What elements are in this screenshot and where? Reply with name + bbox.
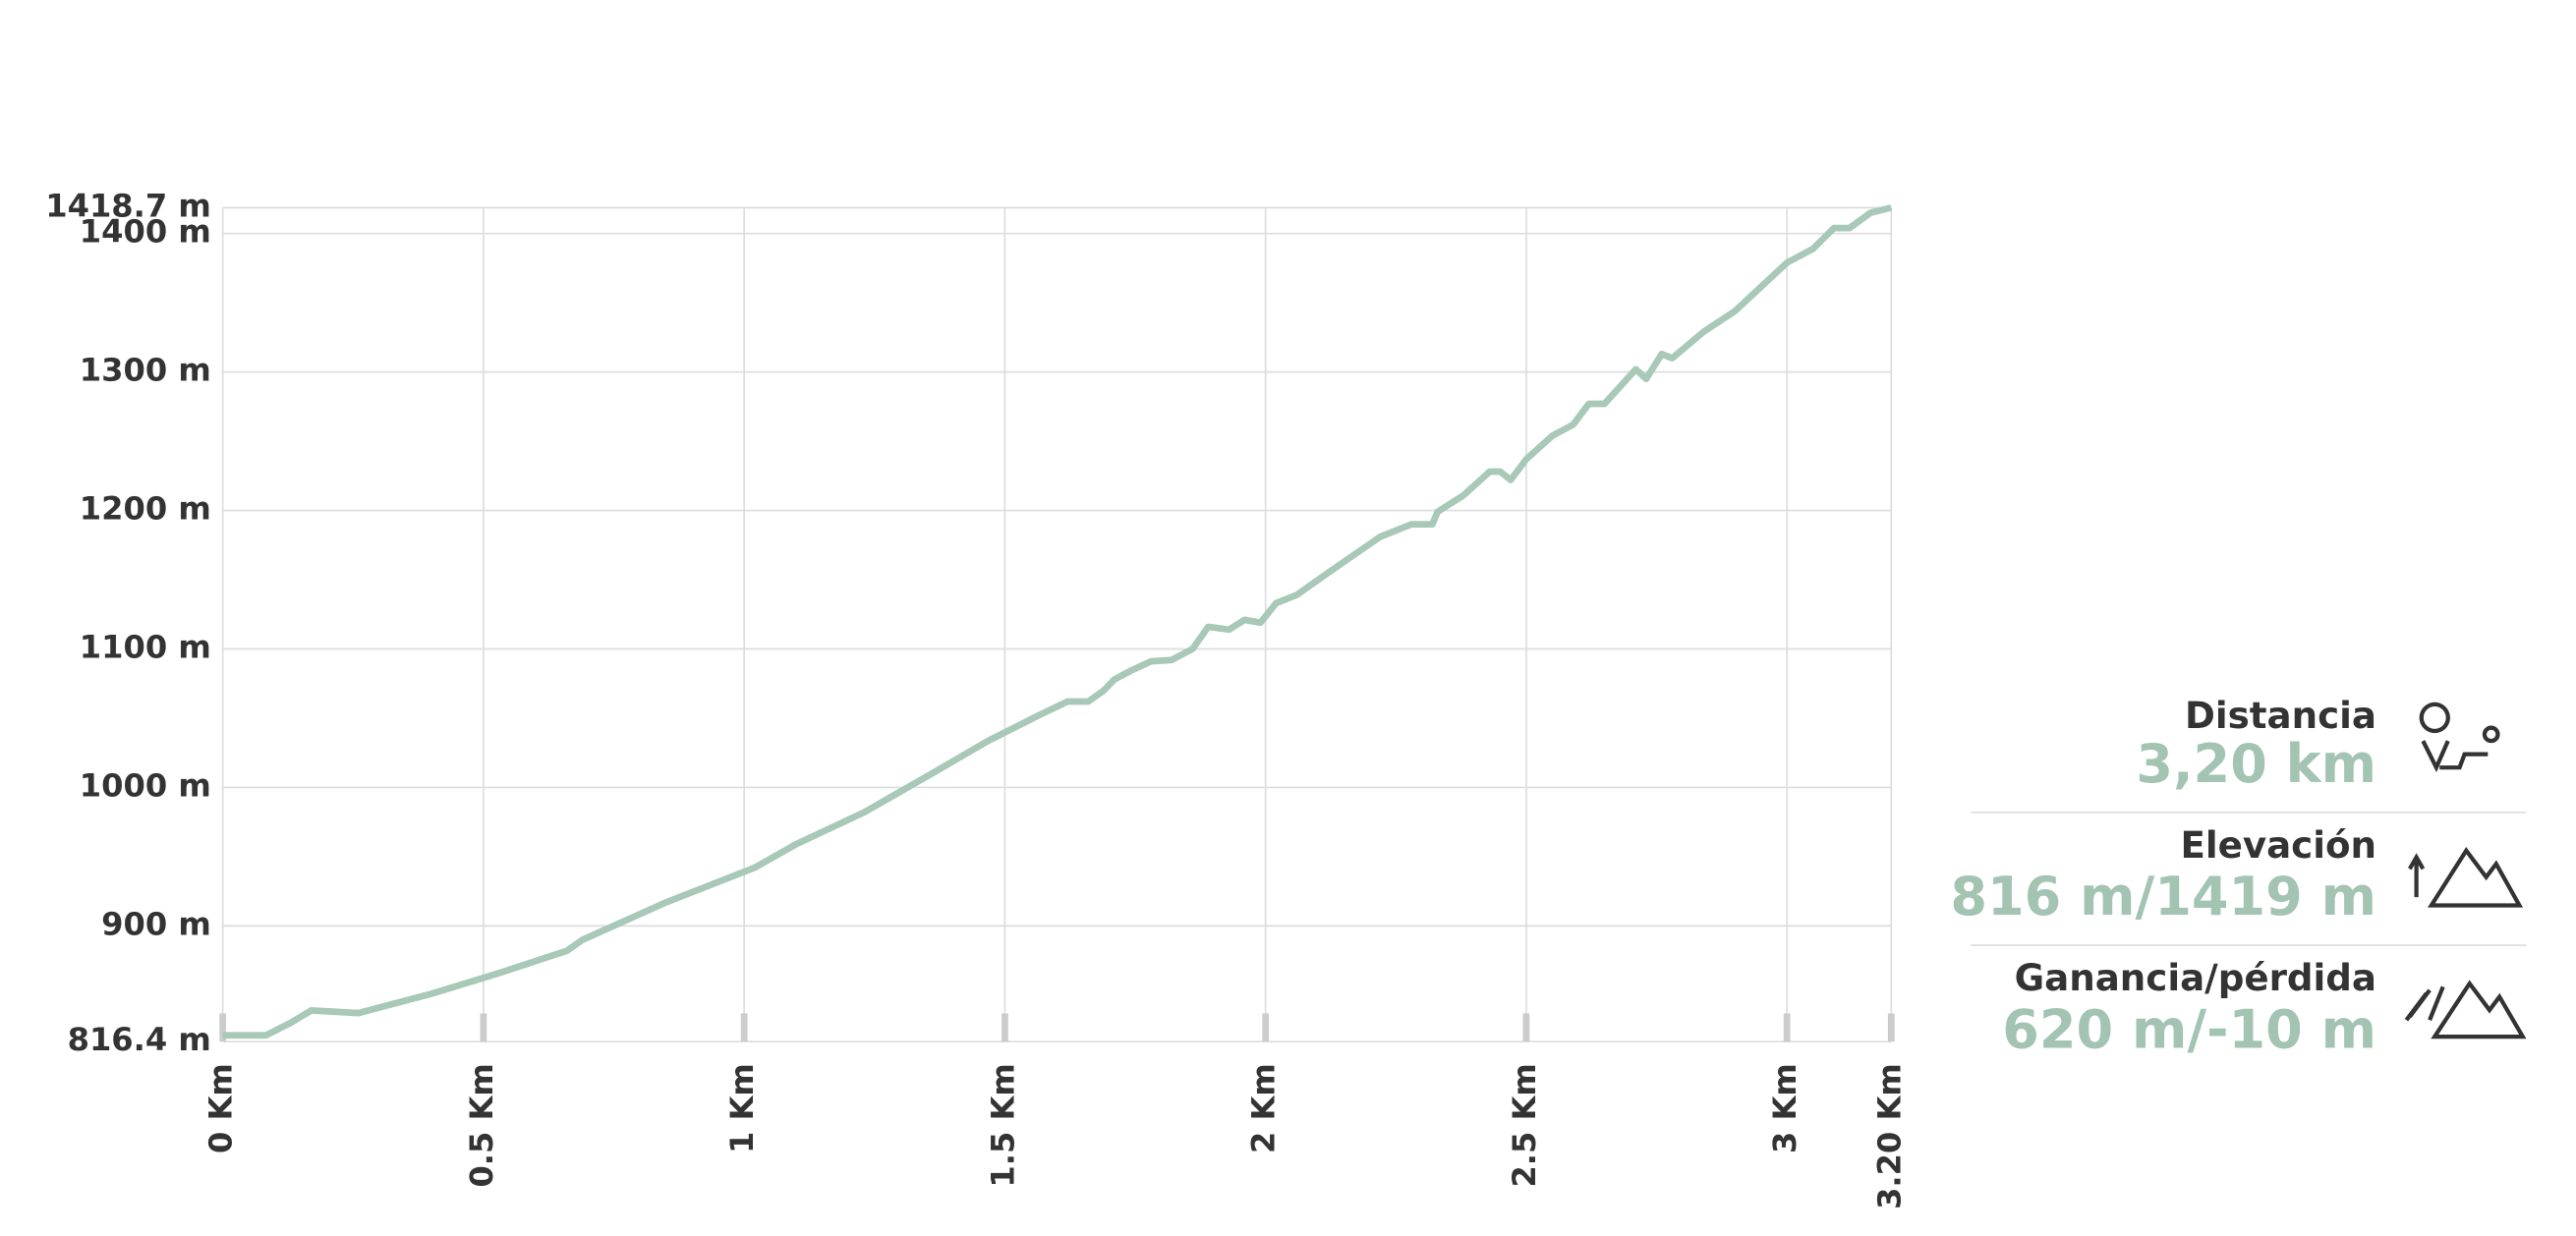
x-tick-mark [1002, 1013, 1008, 1042]
stat-value: 620 m/-10 m [2002, 998, 2376, 1060]
y-tick-label: 1100 m [80, 628, 211, 665]
mountain-icon [2427, 847, 2524, 908]
x-tick-mark [1262, 1013, 1270, 1042]
updown-icon [2404, 985, 2445, 1022]
x-tick-label: 2 Km [1245, 1063, 1283, 1153]
x-tick-label: 3.20 Km [1870, 1063, 1908, 1209]
y-tick-label: 1200 m [80, 490, 211, 528]
stat-value: 816 m/1419 m [1950, 866, 2376, 927]
x-tick-mark [1522, 1013, 1530, 1042]
x-tick-mark [1887, 1013, 1895, 1042]
stat-label: Elevación [2180, 823, 2376, 867]
stats-icons [2404, 702, 2527, 1039]
y-tick-label: 816.4 m [68, 1021, 211, 1058]
up-arrow-icon [2407, 853, 2426, 898]
x-tick-label: 0 Km [202, 1063, 240, 1153]
x-tick-label: 2.5 Km [1506, 1063, 1543, 1187]
stat-label: Distancia [2185, 694, 2376, 737]
elevation-line [222, 204, 1893, 1039]
x-tick-mark [480, 1013, 487, 1042]
x-tick-label: 1.5 Km [984, 1063, 1021, 1187]
x-tick-mark [219, 1013, 227, 1042]
pin-icon [2419, 702, 2450, 773]
y-tick-label: 1000 m [80, 766, 211, 804]
x-tick-label: 1 Km [723, 1063, 761, 1153]
x-tick-mark [740, 1013, 748, 1042]
pin-icon-small [2482, 725, 2500, 744]
x-tick-label: 3 Km [1766, 1063, 1803, 1153]
stat-value: 3,20 km [2136, 733, 2376, 795]
x-tick-label: 0.5 Km [463, 1063, 500, 1187]
route-icon [2439, 752, 2489, 770]
x-tick-mark [1783, 1013, 1791, 1042]
y-tick-label: 900 m [101, 905, 211, 942]
stat-label: Ganancia/pérdida [2015, 956, 2376, 999]
mountain-icon [2431, 980, 2527, 1039]
y-tick-label: 1400 m [80, 213, 211, 251]
y-tick-label: 1418.7 m [45, 187, 211, 224]
y-tick-label: 1300 m [80, 352, 211, 389]
